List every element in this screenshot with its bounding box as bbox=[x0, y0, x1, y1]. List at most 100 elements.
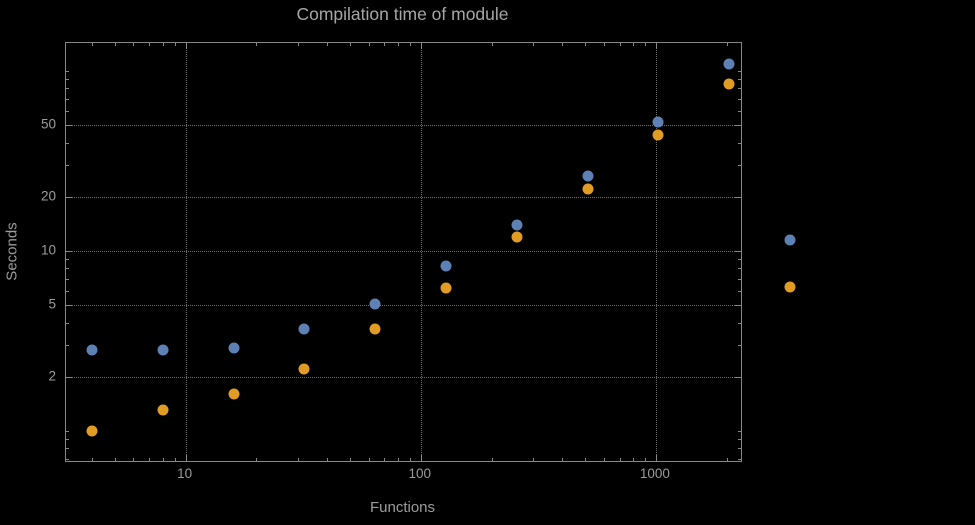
tick-mark bbox=[66, 430, 69, 432]
tick-mark bbox=[420, 43, 422, 49]
x-gridline bbox=[420, 43, 422, 461]
tick-mark bbox=[66, 290, 69, 292]
tick-mark bbox=[256, 458, 258, 461]
tick-mark bbox=[66, 259, 69, 261]
tick-mark bbox=[738, 430, 741, 432]
data-point bbox=[652, 129, 664, 141]
data-point bbox=[582, 170, 594, 182]
tick-mark bbox=[114, 458, 116, 461]
tick-mark bbox=[66, 98, 69, 100]
tick-mark bbox=[738, 322, 741, 324]
tick-mark bbox=[532, 458, 534, 461]
tick-mark bbox=[66, 439, 69, 441]
tick-mark bbox=[738, 79, 741, 81]
data-point bbox=[511, 219, 523, 231]
tick-mark bbox=[162, 43, 164, 46]
y-tick-label: 50 bbox=[40, 116, 56, 132]
tick-mark bbox=[66, 376, 72, 378]
tick-mark bbox=[655, 43, 657, 49]
data-point bbox=[228, 342, 240, 354]
data-point bbox=[723, 58, 735, 69]
tick-mark bbox=[133, 43, 135, 46]
tick-mark bbox=[738, 439, 741, 441]
tick-mark bbox=[66, 70, 69, 72]
tick-mark bbox=[738, 110, 741, 112]
tick-mark bbox=[738, 278, 741, 280]
tick-mark bbox=[738, 70, 741, 72]
tick-mark bbox=[66, 322, 69, 324]
tick-mark bbox=[185, 43, 187, 49]
plot-area bbox=[65, 42, 742, 462]
tick-mark bbox=[619, 43, 621, 46]
tick-mark bbox=[114, 43, 116, 46]
data-point bbox=[369, 298, 381, 310]
tick-mark bbox=[66, 448, 69, 450]
tick-mark bbox=[66, 278, 69, 280]
tick-mark bbox=[66, 345, 69, 346]
data-point bbox=[298, 363, 310, 375]
data-point bbox=[298, 323, 310, 335]
data-point bbox=[582, 183, 594, 195]
tick-mark bbox=[726, 458, 728, 461]
legend-marker bbox=[784, 234, 796, 246]
tick-mark bbox=[174, 43, 176, 46]
tick-mark bbox=[327, 43, 329, 46]
tick-mark bbox=[66, 88, 69, 90]
tick-mark bbox=[92, 43, 94, 46]
y-gridline bbox=[66, 125, 741, 127]
tick-mark bbox=[66, 79, 69, 81]
tick-mark bbox=[562, 43, 564, 46]
tick-mark bbox=[66, 268, 69, 270]
y-gridline bbox=[66, 250, 741, 252]
tick-mark bbox=[738, 458, 741, 460]
y-gridline bbox=[66, 305, 741, 307]
tick-mark bbox=[735, 125, 741, 127]
tick-mark bbox=[585, 458, 587, 461]
tick-mark bbox=[92, 458, 94, 461]
data-point bbox=[157, 344, 169, 356]
tick-mark bbox=[66, 125, 72, 127]
y-tick-label: 20 bbox=[40, 188, 56, 204]
tick-mark bbox=[655, 455, 657, 461]
x-tick-label: 10 bbox=[177, 466, 193, 481]
data-point bbox=[652, 116, 664, 128]
tick-mark bbox=[66, 250, 72, 252]
tick-mark bbox=[149, 458, 151, 461]
y-tick-label: 10 bbox=[40, 242, 56, 258]
tick-mark bbox=[185, 455, 187, 461]
tick-mark bbox=[66, 165, 69, 167]
x-tick-label: 100 bbox=[408, 466, 432, 481]
tick-mark bbox=[735, 250, 741, 252]
tick-mark bbox=[738, 165, 741, 167]
tick-mark bbox=[738, 345, 741, 346]
tick-mark bbox=[738, 259, 741, 261]
tick-mark bbox=[603, 458, 605, 461]
tick-mark bbox=[738, 448, 741, 450]
data-point bbox=[86, 344, 98, 356]
x-gridline bbox=[185, 43, 187, 461]
tick-mark bbox=[410, 43, 411, 46]
tick-mark bbox=[297, 458, 299, 461]
tick-mark bbox=[133, 458, 135, 461]
x-gridline bbox=[655, 43, 657, 461]
data-point bbox=[440, 260, 452, 272]
tick-mark bbox=[738, 268, 741, 270]
tick-mark bbox=[384, 458, 386, 461]
tick-mark bbox=[738, 142, 741, 144]
data-point bbox=[157, 404, 169, 416]
data-point bbox=[723, 78, 735, 90]
tick-mark bbox=[532, 43, 534, 46]
y-gridline bbox=[66, 196, 741, 198]
y-gridline bbox=[66, 376, 741, 378]
data-point bbox=[440, 282, 452, 294]
tick-mark bbox=[633, 458, 635, 461]
x-axis-label: Functions bbox=[369, 499, 436, 516]
tick-mark bbox=[645, 458, 647, 461]
tick-mark bbox=[585, 43, 587, 46]
tick-mark bbox=[349, 458, 351, 461]
tick-mark bbox=[349, 43, 351, 46]
tick-mark bbox=[174, 458, 176, 461]
tick-mark bbox=[562, 458, 564, 461]
tick-mark bbox=[420, 455, 422, 461]
